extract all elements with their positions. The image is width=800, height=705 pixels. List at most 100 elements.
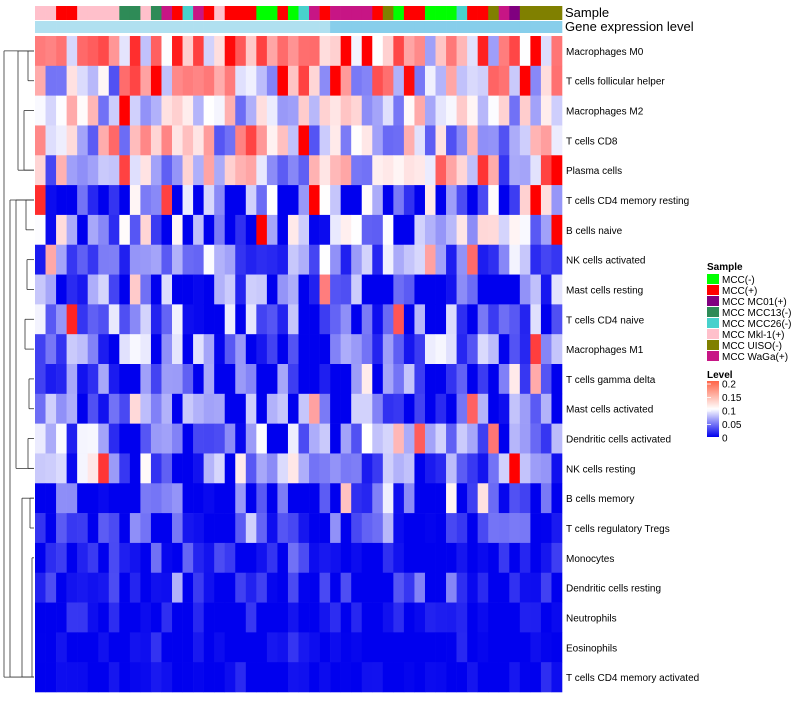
heatmap-cell: [287, 542, 299, 574]
gene-expression-annotation-cell: [287, 21, 299, 33]
sample-annotation-cell: [98, 6, 110, 20]
heatmap-cell: [119, 513, 131, 544]
heatmap-cell: [77, 304, 88, 335]
heatmap-cell: [235, 274, 247, 305]
heatmap-cell: [193, 214, 204, 246]
heatmap-cell: [45, 125, 57, 156]
heatmap-cell: [477, 274, 489, 305]
heatmap-cell: [214, 662, 226, 693]
heatmap-cell: [509, 274, 521, 305]
gene-expression-annotation-cell: [435, 21, 447, 33]
heatmap-cell: [77, 185, 88, 216]
heatmap-cell: [119, 95, 131, 126]
heatmap-cell: [393, 274, 405, 305]
heatmap-cell: [435, 185, 447, 216]
heatmap-cell: [393, 214, 405, 246]
heatmap-cell: [330, 334, 341, 365]
heatmap-cell: [467, 364, 478, 395]
heatmap-cell: [530, 304, 542, 335]
row-label: T cells CD8: [566, 136, 618, 147]
heatmap-cell: [172, 185, 183, 216]
heatmap-cell: [488, 65, 500, 96]
heatmap-cell: [446, 185, 457, 216]
heatmap-cell: [193, 393, 204, 424]
heatmap-cell: [330, 214, 341, 246]
heatmap-cell: [256, 65, 268, 96]
heatmap-cell: [77, 572, 88, 603]
heatmap-cell: [108, 572, 120, 603]
heatmap-cell: [351, 304, 363, 335]
heatmap-cell: [140, 393, 152, 424]
heatmap-cell: [509, 65, 521, 96]
heatmap-cell: [414, 244, 426, 275]
heatmap-cell: [309, 602, 320, 633]
sample-annotation-cell: [35, 6, 46, 20]
heatmap-cell: [382, 542, 394, 574]
sample-annotation-cell: [498, 6, 510, 20]
heatmap-cell: [319, 483, 331, 514]
heatmap-cell: [87, 125, 99, 156]
heatmap-cell: [403, 602, 415, 633]
heatmap-cell: [193, 65, 204, 96]
sample-annotation-cell: [66, 6, 78, 20]
heatmap-cell: [224, 244, 236, 275]
heatmap-cell: [56, 572, 67, 603]
row-label: T cells CD4 naive: [566, 315, 645, 326]
heatmap-cell: [319, 334, 331, 365]
heatmap-cell: [319, 155, 331, 186]
heatmap-cell: [87, 334, 99, 365]
heatmap-cell: [150, 274, 162, 305]
heatmap-cell: [361, 393, 373, 424]
row-label: Dendritic cells activated: [566, 435, 671, 446]
heatmap-cell: [446, 36, 457, 67]
heatmap-cell: [403, 304, 415, 335]
heatmap-cell: [287, 214, 299, 246]
heatmap-cell: [351, 423, 363, 454]
gene-expression-annotation-cell: [150, 21, 162, 33]
heatmap-cell: [193, 364, 204, 395]
heatmap-cell: [330, 364, 341, 395]
heatmap-cell: [488, 453, 500, 484]
heatmap-cell: [467, 244, 478, 275]
heatmap-cell: [530, 572, 542, 603]
heatmap-cell: [66, 364, 78, 395]
legend-swatch: [707, 285, 719, 295]
heatmap-cell: [245, 572, 257, 603]
heatmap-cell: [372, 453, 384, 484]
heatmap-cell: [424, 602, 436, 633]
heatmap-cell: [372, 95, 384, 126]
heatmap-cell: [403, 364, 415, 395]
heatmap-cell: [182, 632, 194, 663]
heatmap-cell: [551, 602, 563, 633]
heatmap-cell: [214, 334, 226, 365]
heatmap-cell: [424, 36, 436, 67]
heatmap-cell: [77, 513, 88, 544]
heatmap-cell: [140, 125, 152, 156]
heatmap-cell: [182, 334, 194, 365]
heatmap-cell: [424, 125, 436, 156]
row-label: B cells naive: [566, 226, 623, 237]
heatmap-cell: [446, 572, 457, 603]
heatmap-cell: [235, 244, 247, 275]
heatmap-cell: [530, 632, 542, 663]
heatmap-cell: [172, 36, 183, 67]
heatmap-cell: [161, 632, 173, 663]
sample-annotation-cell: [266, 6, 278, 20]
heatmap-cell: [45, 155, 57, 186]
heatmap-cell: [203, 483, 215, 514]
heatmap-cell: [235, 125, 247, 156]
heatmap-cell: [235, 662, 247, 693]
heatmap-cell: [530, 214, 542, 246]
heatmap-cell: [330, 632, 341, 663]
heatmap-cell: [224, 155, 236, 186]
row-label: T cells follicular helper: [566, 77, 665, 88]
heatmap-cell: [488, 632, 500, 663]
heatmap-cell: [467, 542, 478, 574]
heatmap-cell: [403, 632, 415, 663]
heatmap-cell: [435, 662, 447, 693]
heatmap-cell: [509, 155, 521, 186]
heatmap-cell: [66, 334, 78, 365]
heatmap-cells: [35, 36, 563, 693]
heatmap-cell: [467, 423, 478, 454]
heatmap-cell: [372, 185, 384, 216]
